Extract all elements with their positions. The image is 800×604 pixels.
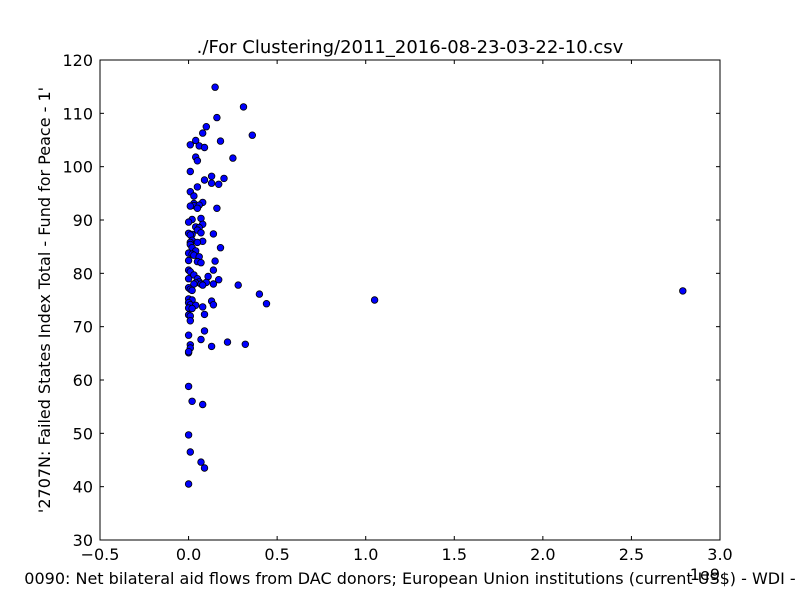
data-point (197, 229, 205, 237)
data-point (211, 83, 219, 91)
data-point (197, 259, 205, 267)
data-point (193, 183, 202, 191)
data-point (200, 143, 209, 152)
plot-frame (99, 59, 721, 541)
data-point (214, 180, 223, 188)
data-point (202, 122, 210, 131)
data-point (186, 167, 194, 176)
x-tick-label: 2.5 (619, 545, 644, 564)
y-tick-label: 60 (73, 371, 93, 390)
data-point (200, 310, 209, 319)
data-point (209, 301, 218, 309)
data-point (214, 276, 223, 284)
data-point (186, 317, 194, 325)
data-point (190, 192, 198, 200)
data-point (200, 327, 209, 335)
data-point (184, 431, 193, 439)
x-tick-label: 1.5 (442, 545, 467, 564)
x-tick-label: 0.0 (176, 545, 201, 564)
data-point (184, 256, 193, 265)
y-tick-label: 40 (73, 478, 93, 497)
data-point (193, 238, 202, 247)
y-tick-label: 90 (73, 211, 93, 230)
data-point (191, 136, 200, 145)
data-point (234, 281, 242, 289)
x-offset-label: 1e9 (690, 565, 720, 584)
data-point (184, 218, 193, 226)
data-point (209, 280, 218, 288)
data-point (186, 141, 194, 149)
data-point (184, 382, 193, 391)
x-axis-label: 0090: Net bilateral aid flows from DAC d… (24, 569, 795, 588)
data-point (197, 458, 205, 466)
data-point (188, 397, 196, 405)
y-axis-ticks: 30 40 50 60 70 80 90 100 110 120 (62, 51, 720, 550)
data-point (184, 480, 193, 488)
data-point (186, 202, 194, 210)
y-tick-label: 80 (73, 264, 93, 283)
data-point (200, 176, 209, 184)
data-point (370, 296, 379, 304)
data-point (255, 290, 264, 298)
x-tick-label: 2.0 (530, 545, 555, 564)
data-point (184, 348, 193, 356)
data-point (184, 331, 193, 339)
x-axis-ticks: −0.5 0.0 0.5 1.0 1.5 2.0 2.5 3.0 (81, 60, 733, 564)
x-tick-label: 1.0 (353, 545, 378, 564)
data-point (198, 281, 207, 289)
y-tick-label: 70 (73, 318, 93, 337)
data-point (248, 131, 256, 139)
data-point (211, 257, 219, 265)
data-point (197, 335, 205, 344)
data-point (216, 137, 225, 145)
data-points (184, 83, 687, 488)
data-point (209, 266, 218, 274)
chart-title: ./For Clustering/2011_2016-08-23-03-22-1… (197, 37, 624, 58)
data-point (188, 286, 196, 295)
data-point (262, 300, 271, 308)
y-tick-label: 110 (62, 104, 93, 123)
data-point (198, 303, 207, 311)
data-point (216, 243, 225, 252)
data-point (209, 230, 218, 238)
data-point (220, 174, 228, 183)
x-tick-label: 0.5 (264, 545, 289, 564)
data-point (223, 338, 232, 346)
y-tick-label: 50 (73, 424, 93, 443)
data-point (186, 448, 194, 456)
y-axis-label: '2707N: Failed States Index Total - Fund… (35, 87, 54, 513)
data-point (679, 287, 687, 295)
data-point (239, 103, 248, 111)
x-tick-label: 3.0 (707, 545, 732, 564)
data-point (193, 204, 202, 212)
y-tick-label: 120 (62, 51, 93, 70)
data-point (198, 400, 207, 409)
data-point (241, 340, 249, 348)
data-point (213, 204, 221, 212)
data-point (188, 304, 196, 313)
data-point (229, 154, 237, 162)
data-point (207, 172, 216, 180)
data-point (207, 179, 216, 187)
data-point (193, 157, 202, 165)
data-point (213, 113, 221, 122)
data-point (184, 275, 193, 283)
y-tick-label: 30 (73, 531, 93, 550)
data-point (198, 129, 207, 137)
data-point (207, 342, 216, 351)
x-tick-label: −0.5 (81, 545, 120, 564)
data-point (200, 464, 209, 472)
y-tick-label: 100 (62, 158, 93, 177)
